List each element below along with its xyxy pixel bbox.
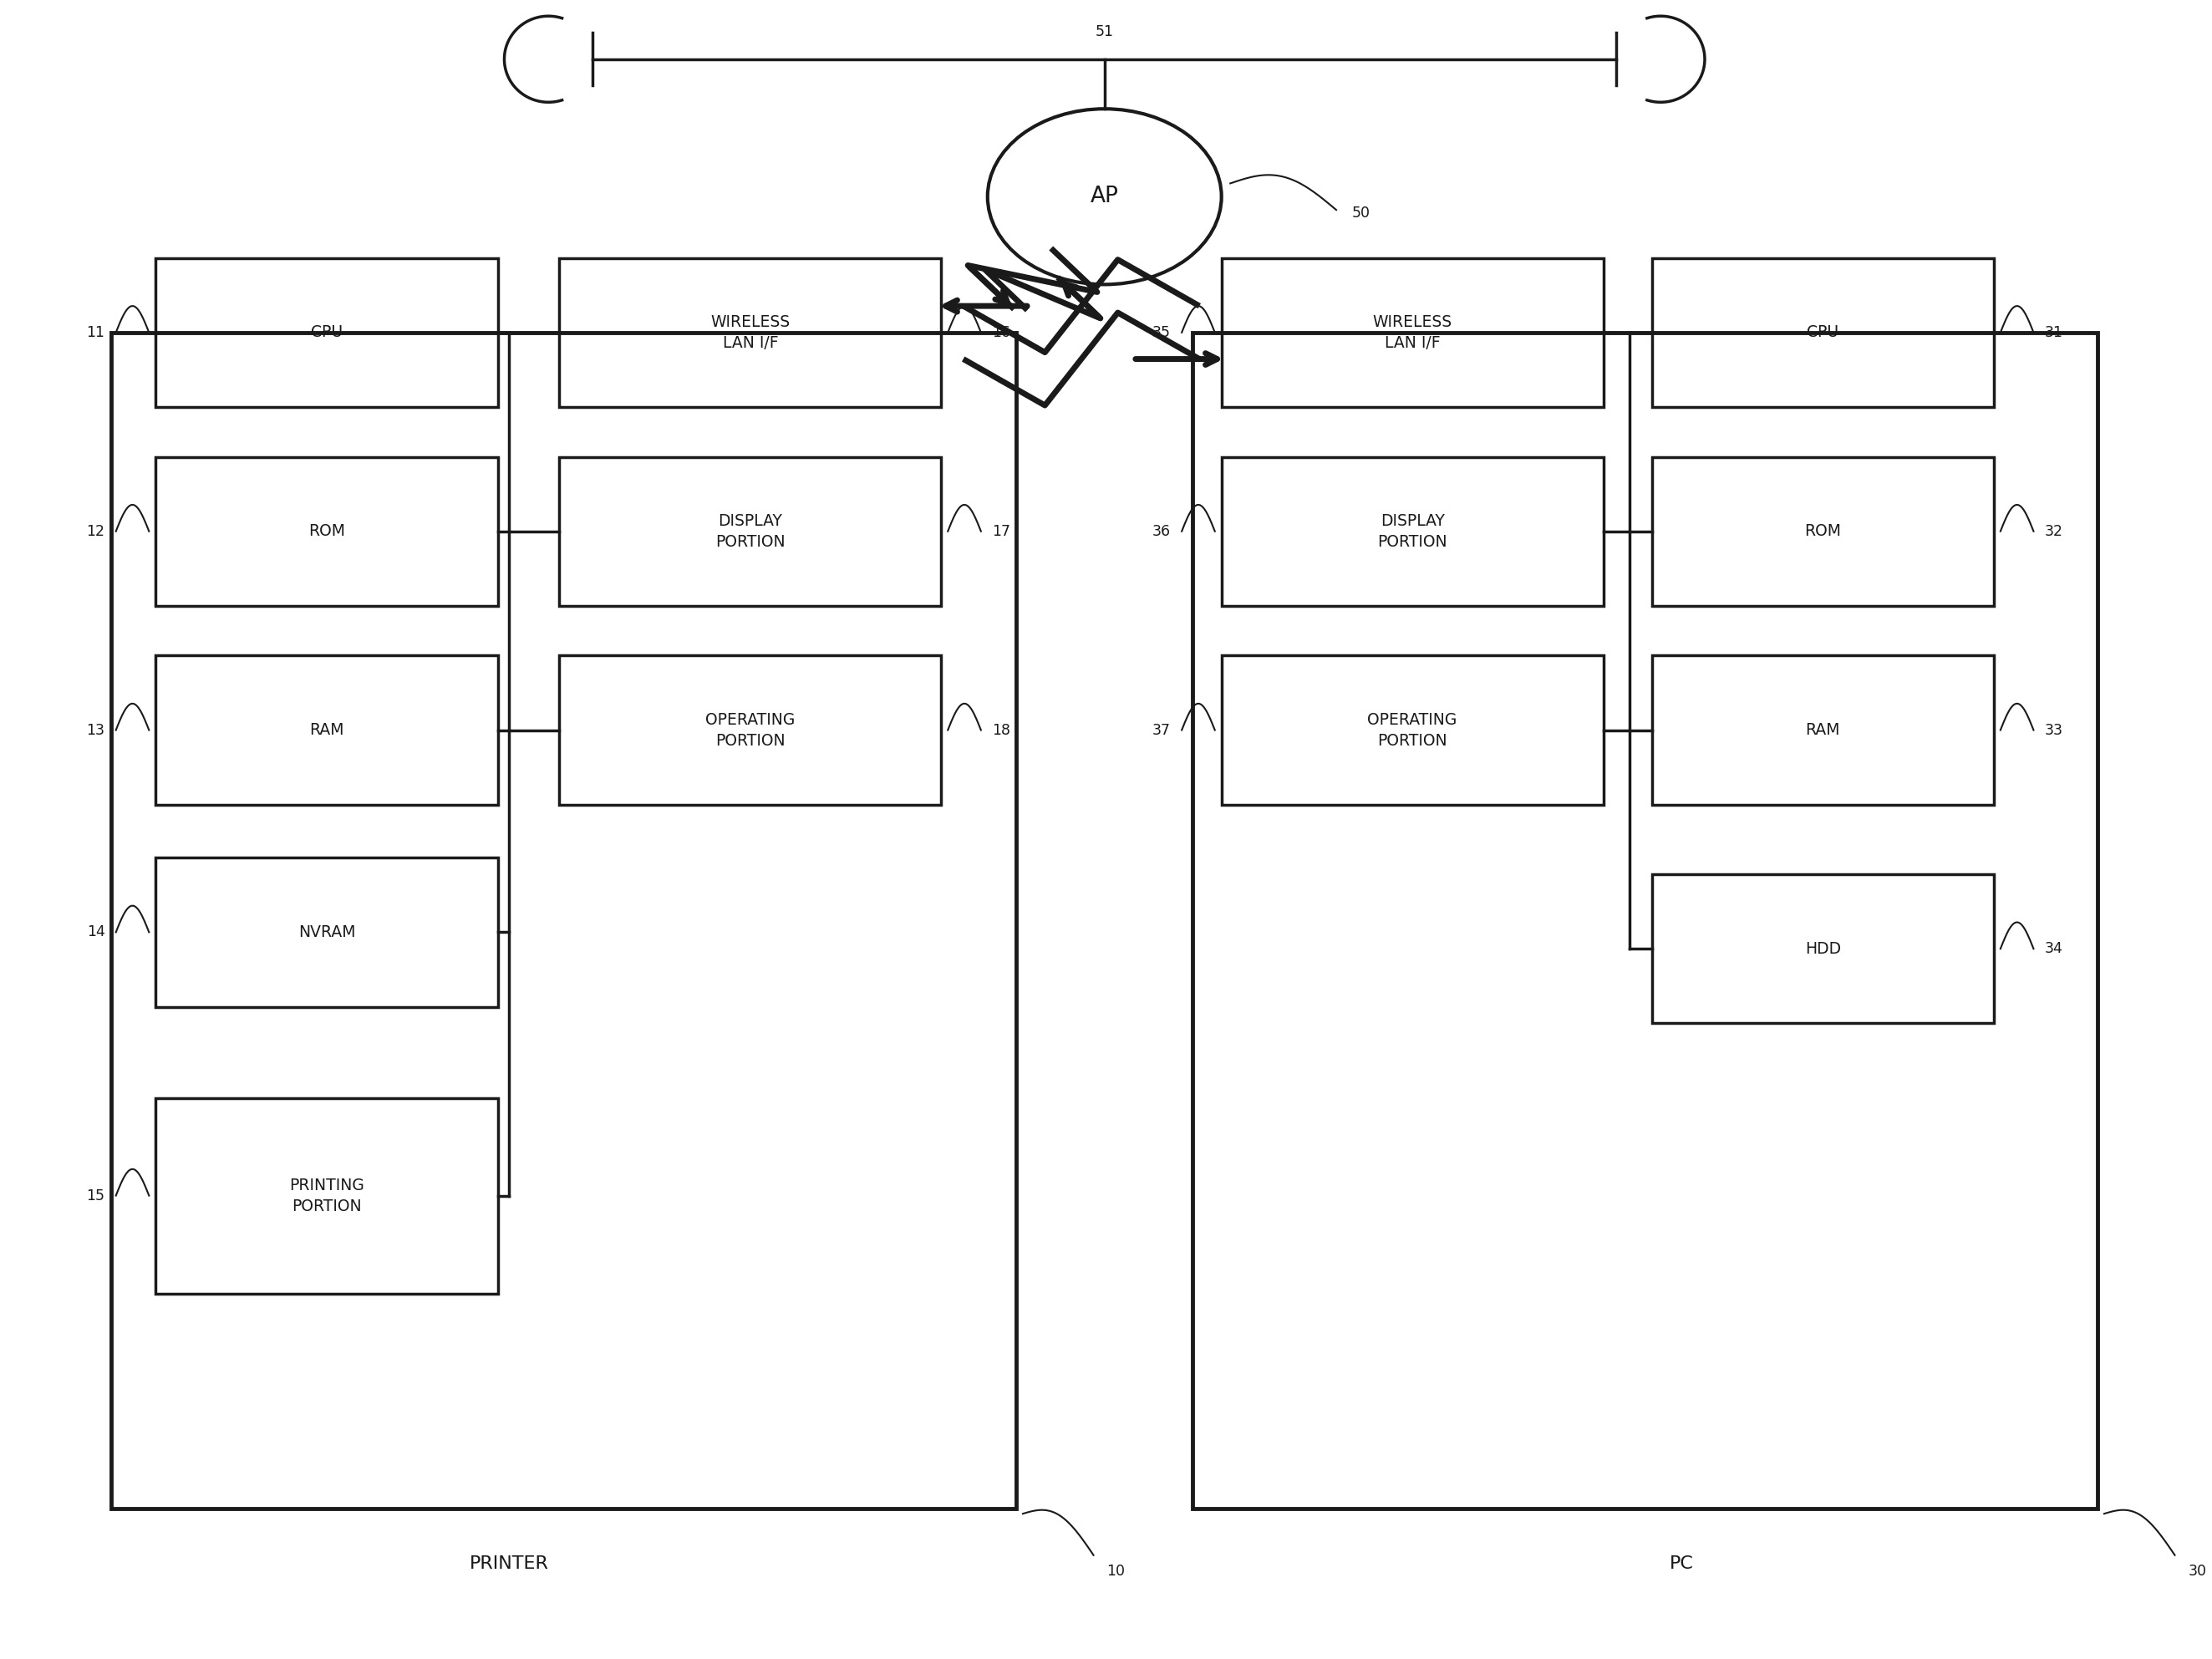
- Text: 13: 13: [86, 723, 104, 738]
- Text: 35: 35: [1152, 325, 1170, 340]
- Text: CPU: CPU: [310, 325, 343, 340]
- Bar: [155, 456, 498, 606]
- Bar: [1652, 655, 1993, 805]
- Text: AP: AP: [1091, 186, 1119, 207]
- Text: PRINTING
PORTION: PRINTING PORTION: [290, 1178, 365, 1214]
- Bar: [560, 655, 942, 805]
- Text: OPERATING
PORTION: OPERATING PORTION: [1367, 712, 1458, 748]
- Text: 14: 14: [86, 924, 104, 939]
- Text: RAM: RAM: [310, 722, 345, 738]
- Bar: [155, 257, 498, 406]
- Text: 51: 51: [1095, 25, 1113, 40]
- Text: CPU: CPU: [1807, 325, 1838, 340]
- Bar: [1221, 257, 1604, 406]
- Bar: [111, 332, 1015, 1508]
- Text: 10: 10: [1106, 1563, 1126, 1578]
- Text: PC: PC: [1670, 1554, 1694, 1571]
- Text: DISPLAY
PORTION: DISPLAY PORTION: [714, 513, 785, 549]
- Text: PRINTER: PRINTER: [469, 1554, 549, 1571]
- Text: 16: 16: [991, 325, 1011, 340]
- Text: 36: 36: [1152, 524, 1170, 539]
- Bar: [560, 456, 942, 606]
- Bar: [1652, 874, 1993, 1024]
- Text: ROM: ROM: [307, 523, 345, 539]
- Bar: [560, 257, 942, 406]
- Text: 31: 31: [2044, 325, 2064, 340]
- Text: ROM: ROM: [1805, 523, 1840, 539]
- Text: 18: 18: [991, 723, 1011, 738]
- Text: 12: 12: [86, 524, 104, 539]
- Bar: [1652, 456, 1993, 606]
- Text: 50: 50: [1352, 206, 1369, 221]
- Text: OPERATING
PORTION: OPERATING PORTION: [706, 712, 794, 748]
- Text: NVRAM: NVRAM: [299, 924, 356, 941]
- Text: 17: 17: [991, 524, 1011, 539]
- Bar: [1221, 655, 1604, 805]
- Text: DISPLAY
PORTION: DISPLAY PORTION: [1378, 513, 1447, 549]
- Text: 32: 32: [2044, 524, 2064, 539]
- Text: 15: 15: [86, 1188, 104, 1203]
- Text: 11: 11: [86, 325, 104, 340]
- Text: 34: 34: [2044, 941, 2064, 956]
- Bar: [155, 655, 498, 805]
- Bar: [1221, 456, 1604, 606]
- Bar: [1652, 257, 1993, 406]
- Bar: [155, 1098, 498, 1294]
- Text: RAM: RAM: [1805, 722, 1840, 738]
- Text: WIRELESS
LAN I/F: WIRELESS LAN I/F: [1374, 314, 1451, 352]
- Text: 30: 30: [2188, 1563, 2205, 1578]
- Text: HDD: HDD: [1805, 941, 1840, 957]
- Text: WIRELESS
LAN I/F: WIRELESS LAN I/F: [710, 314, 790, 352]
- Text: 37: 37: [1152, 723, 1170, 738]
- Bar: [1192, 332, 2097, 1508]
- Text: 33: 33: [2044, 723, 2064, 738]
- Bar: [155, 858, 498, 1007]
